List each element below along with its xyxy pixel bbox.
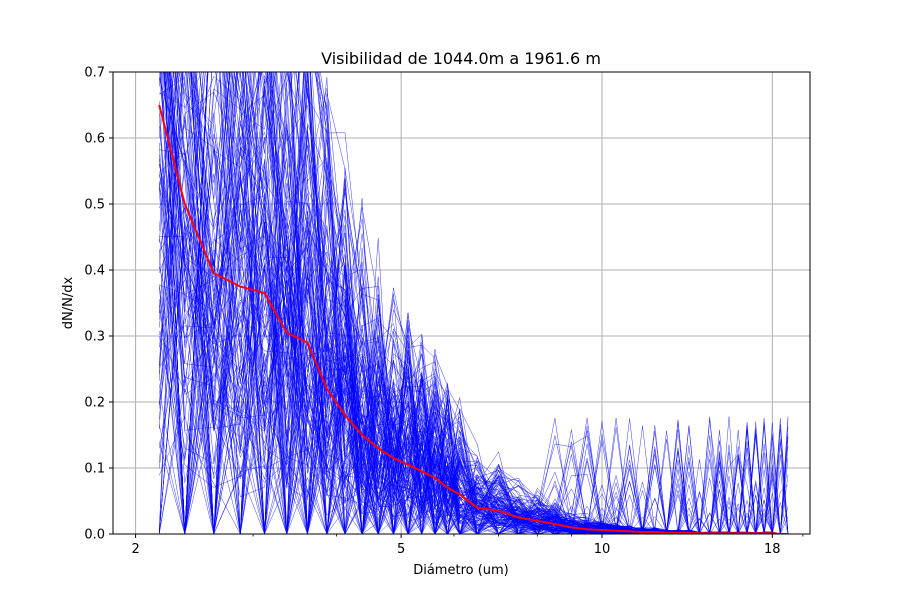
x-tick-label: 18 [764, 542, 781, 557]
plot-frame [112, 71, 811, 535]
profile-line [222, 72, 788, 534]
y-tick-label: 0.0 [84, 528, 105, 543]
mean-line [158, 104, 788, 534]
x-axis-label: Diámetro (um) [413, 563, 509, 578]
y-tick-label: 0.2 [84, 396, 105, 411]
profile-line [194, 72, 788, 534]
profile-line [199, 72, 788, 534]
y-tick-label: 0.7 [84, 66, 105, 81]
x-tick-label: 2 [131, 542, 139, 557]
x-tick-label: 10 [594, 542, 611, 557]
y-axis-label: dN/N/dx [61, 276, 76, 329]
profile-line [158, 116, 789, 534]
profile-line [192, 72, 788, 534]
mean-series [158, 104, 788, 534]
y-tick-label: 0.6 [84, 132, 105, 147]
y-tick-label: 0.4 [84, 264, 105, 279]
y-tick-label: 0.1 [84, 462, 105, 477]
y-tick-label: 0.5 [84, 198, 105, 213]
y-tick-label: 0.3 [84, 330, 105, 345]
axes: 0.0 0.1 0.2 0.3 0.4 0.5 0.6 0.7 2 5 10 18 [84, 66, 804, 557]
x-tick-label: 5 [397, 542, 405, 557]
chart-title: Visibilidad de 1044.0m a 1961.6 m [321, 49, 601, 68]
